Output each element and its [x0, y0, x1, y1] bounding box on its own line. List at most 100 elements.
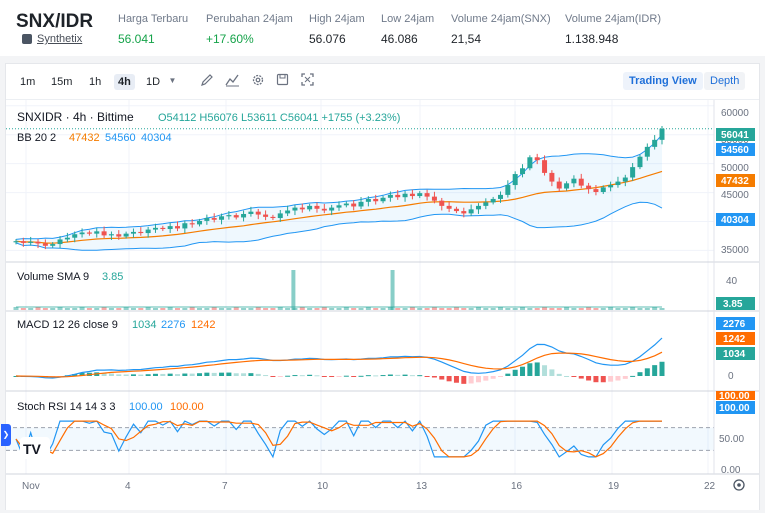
- candle-body: [652, 139, 658, 147]
- macd-histogram-bar: [351, 376, 357, 377]
- fullscreen-icon[interactable]: [300, 73, 315, 88]
- macd-histogram-bar: [468, 376, 474, 384]
- volume-bar: [453, 307, 459, 310]
- bb-lower-badge: [716, 213, 755, 226]
- macd-histogram-bar: [424, 376, 430, 377]
- timeframe-4h[interactable]: 4h: [114, 74, 135, 90]
- candle-body: [307, 205, 313, 210]
- tradingview-logo-icon[interactable]: TV: [20, 437, 50, 459]
- chart-area[interactable]: SNXIDR · 4h · Bittime O54112 H56076 L536…: [6, 100, 759, 510]
- volume-bar: [314, 308, 320, 310]
- candle-body: [380, 197, 386, 202]
- stoch-k-badge-text: 100.00: [719, 403, 750, 414]
- timeframe-1d[interactable]: 1D: [146, 76, 161, 88]
- timeframe-1h[interactable]: 1h: [89, 76, 102, 88]
- volume-bar: [255, 307, 261, 310]
- volume-bar: [79, 307, 85, 310]
- macd-histogram-bar: [101, 373, 107, 376]
- volume-bar: [424, 308, 430, 310]
- candle-body: [358, 201, 364, 207]
- volume-bar: [644, 308, 650, 310]
- last-price-badge-text: 56041: [721, 130, 749, 141]
- depth-button[interactable]: Depth: [704, 72, 746, 90]
- volume-bar: [571, 308, 577, 310]
- candle-body: [197, 220, 203, 225]
- expand-sidebar-arrow[interactable]: ❯: [1, 424, 11, 446]
- candle-body: [417, 193, 423, 197]
- macd-histogram-bar: [277, 376, 283, 377]
- macd-histogram-bar: [652, 365, 658, 376]
- macd-histogram-bar: [586, 376, 592, 381]
- signal-badge-text: 1242: [723, 334, 746, 345]
- volume-bar: [380, 308, 386, 310]
- candle-body: [571, 178, 577, 184]
- volume-bar: [219, 308, 225, 310]
- volume-bar: [512, 308, 518, 310]
- candle-body: [520, 168, 526, 175]
- volume-bar: [86, 308, 92, 310]
- macd-histogram-bar: [329, 376, 335, 377]
- volume-bar: [622, 308, 628, 310]
- candle-body: [233, 215, 239, 218]
- macd-histogram-bar: [387, 374, 393, 376]
- chevron-down-icon[interactable]: ▼: [168, 76, 177, 85]
- symbol-legend: SNXIDR · 4h · Bittime: [17, 110, 134, 124]
- volume-bar: [307, 308, 313, 310]
- stat-change-24h: Perubahan 24jam +17.60%: [206, 13, 293, 46]
- draw-icon[interactable]: [199, 73, 214, 88]
- macd-histogram-bar: [622, 376, 628, 379]
- candle-body: [402, 193, 408, 198]
- volume-bar: [211, 307, 217, 310]
- bollinger-basis-line: [15, 170, 663, 244]
- volume-bar: [123, 307, 129, 310]
- volume-bar: [527, 308, 533, 310]
- time-label: 16: [511, 481, 523, 492]
- macd-histogram-bar: [608, 376, 614, 382]
- volume-bar: [358, 308, 364, 310]
- candle-body: [28, 241, 34, 243]
- candle-body: [498, 194, 503, 199]
- axis-settings-icon[interactable]: [733, 479, 745, 491]
- volume-sma-badge: [716, 297, 755, 310]
- timeframe-1m[interactable]: 1m: [20, 76, 36, 88]
- candle-body: [556, 181, 562, 189]
- stoch-k-line: [15, 419, 662, 459]
- candle-body: [321, 208, 327, 211]
- candle-body: [461, 211, 467, 214]
- volume-bar: [593, 308, 599, 310]
- stoch-d-badge-text: 100.00: [719, 391, 750, 402]
- macd-histogram-bar: [395, 374, 401, 376]
- timeframe-15m[interactable]: 15m: [51, 76, 73, 88]
- volume-bar: [608, 307, 614, 310]
- save-icon[interactable]: [275, 73, 290, 88]
- trading-view-button[interactable]: Trading View: [623, 72, 703, 90]
- macd-histogram-bar: [343, 375, 349, 377]
- volume-bar: [20, 308, 26, 310]
- volume-bar: [564, 307, 570, 310]
- volume-bar: [138, 308, 144, 310]
- candle-body: [64, 237, 70, 240]
- volume-bar: [468, 308, 474, 310]
- candle-body: [659, 128, 665, 140]
- settings-icon[interactable]: [250, 73, 265, 88]
- macd-badge-text: 2276: [723, 319, 746, 330]
- volume-bars: [13, 270, 665, 310]
- candle-body: [593, 189, 599, 192]
- candle-body: [86, 232, 92, 234]
- volume-spike-bar: [291, 270, 296, 310]
- volume-bar: [321, 307, 327, 310]
- volume-bar: [94, 308, 100, 310]
- macd-histogram-bar: [644, 368, 650, 376]
- macd-histogram-bar: [167, 373, 173, 376]
- coin-icon: [22, 34, 32, 44]
- volume-bar: [461, 308, 467, 310]
- macd-signal-line: [15, 351, 663, 378]
- candle-body: [13, 241, 19, 243]
- candle-body: [512, 174, 518, 186]
- coin-name-link[interactable]: Synthetix: [22, 33, 82, 45]
- indicator-icon[interactable]: [225, 73, 240, 88]
- volume-bar: [42, 308, 48, 310]
- macd-histogram-bar: [241, 373, 247, 376]
- volume-bar: [475, 307, 481, 310]
- volume-bar: [505, 308, 511, 310]
